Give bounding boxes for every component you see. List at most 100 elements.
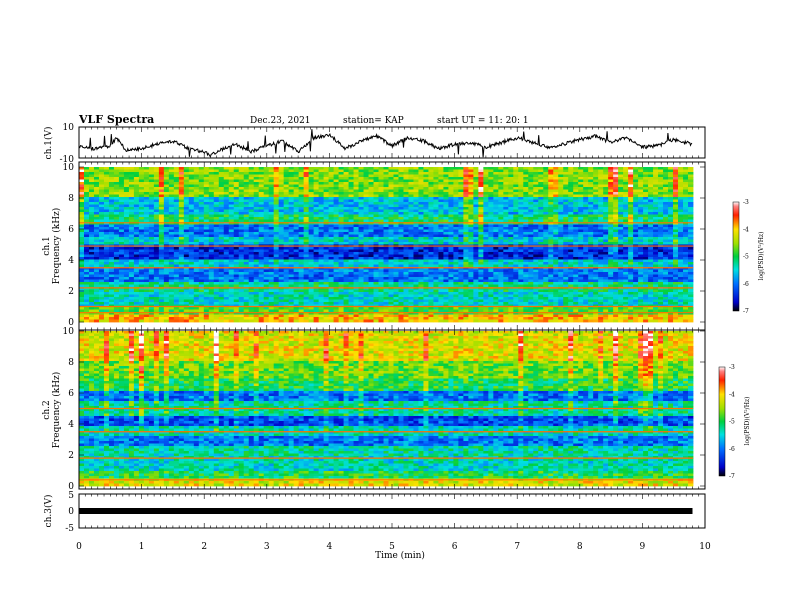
spectrogram-cell (343, 239, 349, 243)
spectrogram-cell (113, 232, 120, 235)
spectrogram-cell (258, 234, 265, 238)
spectrogram-cell (528, 209, 534, 213)
spectrogram-cell (483, 259, 489, 263)
spectrogram-cell (678, 197, 684, 200)
spectrogram-cell (238, 177, 245, 180)
spectrogram-cell (688, 254, 694, 258)
spectrogram-cell (553, 169, 559, 173)
spectrogram-cell (178, 242, 185, 245)
spectrogram-cell (183, 222, 190, 225)
spectrogram-cell (158, 247, 165, 250)
spectrogram-cell (548, 214, 554, 218)
spectrogram-cell (598, 174, 604, 178)
spectrogram-cell (283, 204, 290, 208)
spectrogram-cell (658, 219, 664, 223)
spectrogram-cell (258, 189, 265, 193)
spectrogram-cell (638, 232, 644, 235)
spectrogram-cell (513, 254, 519, 258)
spectrogram-cell (248, 237, 255, 240)
spectrogram-cell (418, 219, 424, 223)
spectrogram-cell (608, 194, 614, 198)
spectrogram-cell (123, 252, 130, 255)
spectrogram-cell (138, 204, 145, 208)
spectrogram-cell (348, 172, 354, 175)
spectrogram-cell (238, 214, 245, 218)
spectrogram-cell (178, 189, 185, 193)
spectrogram-cell (388, 177, 394, 180)
spectrogram-cell (283, 212, 290, 215)
spectrogram-cell (293, 249, 300, 253)
spectrogram-cell (218, 262, 225, 265)
spectrogram-cell (448, 252, 454, 255)
spectrogram-cell (548, 167, 554, 170)
spectrogram-cell (208, 222, 215, 225)
spectrogram-cell (363, 247, 369, 250)
spectrogram-cell (403, 182, 409, 185)
spectrogram-cell (108, 207, 115, 210)
spectrogram-cell (488, 167, 494, 170)
spectrogram-cell (573, 189, 579, 193)
spectrogram-cell (413, 229, 419, 233)
spectrogram-cell (458, 219, 464, 223)
spectrogram-cell (493, 259, 499, 263)
spectrogram-cell (433, 222, 439, 225)
spectrogram-cell (328, 224, 334, 228)
spectrogram-cell (538, 229, 544, 233)
spectrogram-cell (338, 182, 344, 185)
spectrogram-cell (298, 184, 305, 188)
spectrogram-cell (638, 197, 644, 200)
spectrogram-cell (223, 237, 230, 240)
spectrogram-cell (198, 204, 205, 208)
spectrogram-cell (623, 247, 629, 250)
spectrogram-cell (223, 172, 230, 175)
spectrogram-cell (508, 212, 514, 215)
spectrogram-cell (683, 184, 689, 188)
spectrogram-cell (568, 179, 574, 183)
spectrogram-cell (668, 234, 674, 238)
spectrogram-cell (278, 179, 285, 183)
spectrogram-cell (378, 219, 384, 223)
spectrogram-cell (573, 259, 579, 263)
spectrogram-cell (88, 194, 95, 198)
spectrogram-cell (103, 239, 110, 243)
spectrogram-cell (638, 242, 644, 245)
spectrogram-cell (623, 189, 629, 193)
spectrogram-cell (678, 212, 684, 215)
spectrogram-cell (523, 209, 529, 213)
spectrogram-cell (393, 212, 399, 215)
spectrogram-cell (133, 259, 140, 263)
spectrogram-cell (213, 234, 220, 238)
spectrogram-cell (188, 257, 195, 260)
spectrogram-cell (453, 222, 459, 225)
spectrogram-cell (188, 217, 195, 220)
spectrogram-cell (338, 177, 344, 180)
spectrogram-cell (573, 192, 579, 195)
spectrogram-cell (403, 247, 409, 250)
spectrogram-cell (358, 209, 364, 213)
spectrogram-cell (193, 212, 200, 215)
spectrogram-cell (328, 239, 334, 243)
spectrogram-cell (643, 174, 649, 178)
spectrogram-cell (613, 192, 619, 195)
spectrogram-cell (548, 249, 554, 253)
spectrogram-cell (238, 194, 245, 198)
spectrogram-cell (213, 249, 220, 253)
spectrogram-cell (523, 219, 529, 223)
spectrogram-cell (468, 184, 474, 188)
spectrogram-cell (188, 252, 195, 255)
spectrogram-cell (108, 252, 115, 255)
spectrogram-cell (388, 169, 394, 173)
spectrogram-cell (433, 204, 439, 208)
spectrogram-cell (338, 234, 344, 238)
spectrogram-cell (673, 224, 679, 228)
spectrogram-cell (688, 247, 694, 250)
spectrogram-cell (303, 247, 310, 250)
spectrogram-cell (593, 232, 599, 235)
spectrogram-cell (508, 204, 514, 208)
spectrogram-cell (123, 254, 130, 258)
spectrogram-cell (523, 184, 529, 188)
spectrogram-cell (638, 249, 644, 253)
spectrogram-cell (533, 174, 539, 178)
spectrogram-cell (348, 224, 354, 228)
